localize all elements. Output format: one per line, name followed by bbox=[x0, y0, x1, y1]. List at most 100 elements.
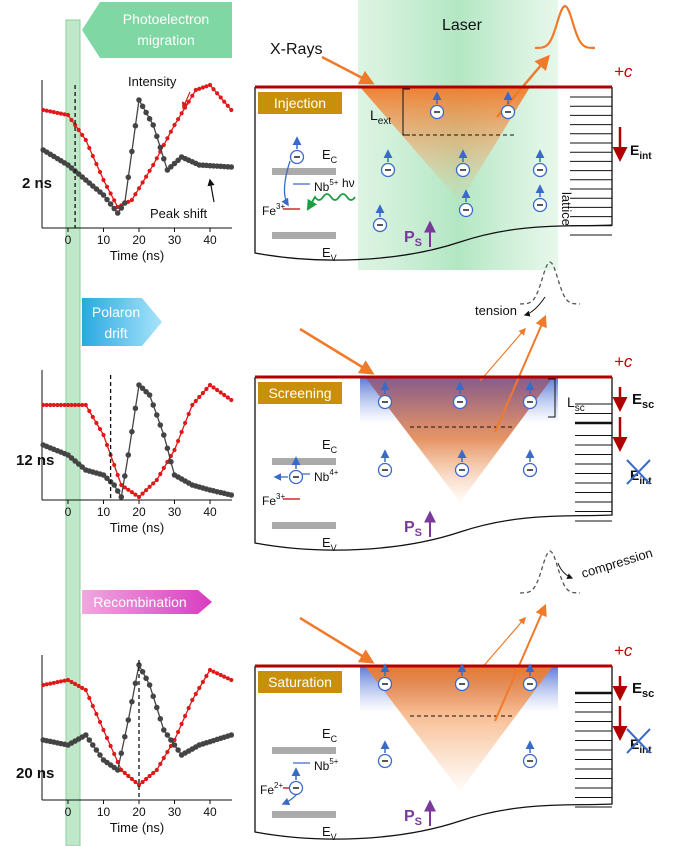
x-tick-label: 10 bbox=[97, 233, 111, 247]
x-tick-label: 0 bbox=[65, 505, 72, 519]
symbol-base: L bbox=[567, 394, 575, 410]
xray-out bbox=[480, 618, 525, 670]
conduction-band bbox=[272, 458, 336, 465]
symbol-index: V bbox=[331, 543, 337, 553]
valence-band bbox=[272, 811, 336, 818]
x-axis-title: Time (ns) bbox=[110, 248, 164, 263]
symbol-base: Fe bbox=[262, 494, 276, 508]
x-tick-label: 40 bbox=[203, 505, 217, 519]
time-label: 12 ns bbox=[16, 452, 54, 469]
tag-text: Polaron bbox=[92, 304, 140, 320]
symbol: Nb5+ bbox=[314, 178, 339, 194]
symbol: EC bbox=[322, 437, 338, 455]
symbol-index: S bbox=[415, 527, 422, 539]
symbol-base: Fe bbox=[260, 783, 274, 797]
symbol: EC bbox=[322, 726, 338, 744]
tag-text: migration bbox=[137, 32, 195, 48]
photon bbox=[308, 194, 355, 209]
x-tick-label: 0 bbox=[65, 233, 72, 247]
symbol-index: 5+ bbox=[329, 178, 338, 187]
symbol: PS bbox=[404, 519, 422, 539]
x-tick-label: 20 bbox=[132, 233, 146, 247]
symbol-index: 2+ bbox=[274, 781, 283, 790]
x-tick-label: 30 bbox=[168, 505, 182, 519]
symbol-base: Nb bbox=[314, 470, 330, 484]
symbol: Esc bbox=[632, 391, 654, 411]
x-tick-label: 20 bbox=[132, 805, 146, 819]
symbol: Nb5+ bbox=[314, 757, 339, 773]
valence-band bbox=[272, 522, 336, 529]
symbol-index: ext bbox=[378, 116, 392, 127]
xray-out bbox=[480, 329, 525, 381]
symbol: Nb4+ bbox=[314, 468, 339, 484]
symbol-base: P bbox=[404, 808, 415, 825]
symbol-index: sc bbox=[575, 403, 585, 414]
symbol-base: P bbox=[404, 229, 415, 246]
diffraction-peak bbox=[520, 551, 580, 593]
conduction-band bbox=[272, 747, 336, 754]
symbol: EC bbox=[322, 147, 338, 165]
x-tick-label: 40 bbox=[203, 233, 217, 247]
x-axis-title: Time (ns) bbox=[110, 820, 164, 835]
symbol-base: Nb bbox=[314, 759, 330, 773]
symbol-index: int bbox=[639, 745, 652, 756]
symbol: Eint bbox=[630, 142, 652, 162]
symbol: PS bbox=[404, 808, 422, 828]
symbol-index: 5+ bbox=[329, 757, 338, 766]
intensity-label: Intensity bbox=[128, 74, 177, 89]
time-label: 20 ns bbox=[16, 765, 54, 782]
symbol-base: E bbox=[322, 245, 331, 260]
tension-label: tension bbox=[475, 303, 517, 318]
symbol-index: S bbox=[415, 816, 422, 828]
symbol-index: int bbox=[639, 151, 652, 162]
migration-band bbox=[66, 20, 80, 846]
xray-in bbox=[300, 618, 372, 662]
symbol: Esc bbox=[632, 680, 654, 700]
x-axis-title: Time (ns) bbox=[110, 520, 164, 535]
symbol-index: C bbox=[331, 155, 338, 165]
arrow bbox=[558, 563, 572, 578]
stage-label: Screening bbox=[268, 385, 331, 401]
symbol-base: Fe bbox=[262, 204, 276, 218]
arrow bbox=[525, 297, 545, 315]
xray-in bbox=[300, 329, 372, 373]
symbol-index: C bbox=[331, 445, 338, 455]
conduction-band bbox=[272, 168, 336, 175]
symbol-base: E bbox=[322, 147, 331, 162]
time-label: 2 ns bbox=[22, 175, 52, 192]
symbol-index: V bbox=[331, 832, 337, 842]
x-tick-label: 30 bbox=[168, 805, 182, 819]
axis-label: +c bbox=[614, 62, 633, 81]
x-tick-label: 40 bbox=[203, 805, 217, 819]
symbol-index: C bbox=[331, 734, 338, 744]
symbol-index: V bbox=[331, 253, 337, 263]
valence-band bbox=[272, 232, 336, 239]
x-tick-label: 30 bbox=[168, 233, 182, 247]
lattice-label: lattice bbox=[559, 192, 574, 226]
laser-label: Laser bbox=[442, 17, 483, 34]
symbol-index: int bbox=[639, 476, 652, 487]
x-tick-label: 0 bbox=[65, 805, 72, 819]
symbol-base: E bbox=[322, 824, 331, 839]
arrow bbox=[283, 794, 297, 804]
stage-label: Injection bbox=[274, 95, 326, 111]
arrow bbox=[284, 161, 290, 205]
symbol-base: E bbox=[322, 535, 331, 550]
tag-text: Recombination bbox=[93, 594, 186, 610]
symbol-base: E bbox=[630, 142, 639, 158]
arrow bbox=[210, 180, 214, 202]
axis-label: +c bbox=[614, 641, 633, 660]
symbol-index: 4+ bbox=[329, 468, 338, 477]
symbol-base: E bbox=[322, 726, 331, 741]
x-tick-label: 20 bbox=[132, 505, 146, 519]
axis-label: +c bbox=[614, 352, 633, 371]
symbol-index: sc bbox=[642, 399, 654, 411]
x-tick-label: 10 bbox=[97, 505, 111, 519]
peak-shift-label: Peak shift bbox=[150, 206, 207, 221]
symbol: Fe2+ bbox=[260, 781, 283, 797]
figure: Photoelectron migration Polaron drift Re… bbox=[0, 0, 686, 846]
symbol-index: sc bbox=[642, 688, 654, 700]
stage-label: Saturation bbox=[268, 674, 332, 690]
symbol-base: L bbox=[370, 107, 378, 123]
compression-label: compression bbox=[579, 545, 654, 581]
